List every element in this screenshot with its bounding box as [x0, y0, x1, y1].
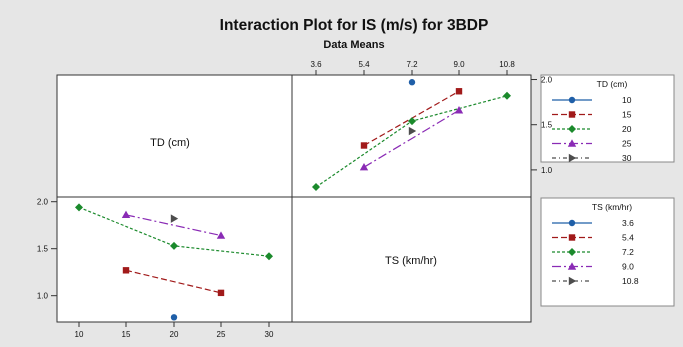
data-point-10.8: [170, 214, 179, 223]
x-tick-label: 25: [217, 330, 226, 339]
legend-marker: [568, 96, 576, 104]
legend-marker: [568, 248, 576, 256]
legend-entry-label: 7.2: [622, 247, 634, 257]
panel-top-right: 1.0 1.5 2.0 3.6 5.4 7.2 9.0 10.8: [310, 60, 553, 192]
series-line-5.4: [125, 269, 222, 294]
legend-marker: [568, 125, 576, 133]
factor-label-td: TD (cm): [150, 137, 190, 149]
legend-marker: [567, 262, 577, 270]
factor-label-ts: TS (km/hr): [385, 255, 437, 267]
data-point-20: [503, 91, 511, 100]
data-point-20: [408, 117, 416, 126]
legend-0: TD (cm) 10 15 20 25 30: [552, 79, 632, 163]
legend-entry-label: 20: [622, 124, 632, 134]
y-tick-label: 2.0: [37, 198, 49, 207]
series-line-9.0: [125, 214, 222, 237]
data-point-7.2: [170, 241, 178, 250]
data-point-20: [312, 183, 320, 192]
legend-marker: [568, 276, 577, 286]
legend-ts-box: [540, 197, 675, 307]
data-point-15: [455, 88, 463, 95]
data-point-3.6: [170, 314, 178, 321]
data-point-30: [408, 126, 417, 136]
legend-marker: [568, 219, 576, 227]
x-tick-label: 10: [75, 330, 84, 339]
legend-entry-label: 9.0: [622, 262, 634, 272]
legend-title: TS (km/hr): [592, 202, 632, 212]
y-tick-label: 1.5: [37, 245, 49, 254]
x-tick-label: 5.4: [358, 60, 370, 69]
panel-bottom-left: 1.0 1.5 2.0 10 15 20 25 30: [37, 198, 274, 339]
legend-marker: [568, 234, 576, 241]
x-tick-label: 15: [122, 330, 131, 339]
matrix-frame: [56, 74, 532, 323]
data-point-5.4: [217, 289, 225, 297]
plot-layer: 1.0 1.5 2.0 3.6 5.4 7.2 9.0 10.8 1.0 1.5 2.0 10 15 20…: [37, 60, 639, 339]
y-tick-label: 1.5: [541, 121, 553, 130]
data-point-25: [454, 106, 464, 114]
data-point-7.2: [265, 252, 273, 261]
legend-entry-label: 30: [622, 153, 632, 163]
chart-subtitle: Data Means: [323, 39, 384, 51]
data-point-25: [359, 162, 369, 171]
legend-entry-label: 3.6: [622, 218, 634, 228]
series-line-25: [363, 109, 460, 168]
legend-entry-label: 25: [622, 139, 632, 149]
legend-title: TD (cm): [597, 79, 628, 89]
legend-entry-label: 10: [622, 95, 632, 105]
y-tick-label: 2.0: [541, 76, 553, 85]
data-point-9.0: [121, 210, 131, 219]
legend-entry-label: 10.8: [622, 276, 639, 286]
legend-entry-label: 15: [622, 110, 632, 120]
data-point-9.0: [216, 231, 226, 239]
data-point-7.2: [75, 203, 83, 212]
x-tick-label: 9.0: [453, 60, 465, 69]
x-tick-label: 10.8: [499, 60, 515, 69]
legend-entry-label: 5.4: [622, 233, 634, 243]
legend-1: TS (km/hr) 3.6 5.4 7.2 9.0 10.8: [552, 202, 639, 286]
y-tick-label: 1.0: [541, 166, 553, 175]
x-tick-label: 7.2: [406, 60, 418, 69]
legend-marker: [568, 111, 576, 118]
data-point-10: [408, 79, 416, 86]
legend-marker: [567, 139, 577, 147]
x-tick-label: 30: [265, 330, 274, 339]
data-point-5.4: [122, 267, 130, 274]
legend-td-box: [540, 74, 675, 163]
y-tick-label: 1.0: [37, 292, 49, 301]
x-tick-label: 3.6: [310, 60, 322, 69]
legend-marker: [568, 153, 577, 163]
data-point-15: [360, 142, 368, 149]
x-tick-label: 20: [170, 330, 179, 339]
chart-title: Interaction Plot for IS (m/s) for 3BDP: [220, 17, 489, 34]
